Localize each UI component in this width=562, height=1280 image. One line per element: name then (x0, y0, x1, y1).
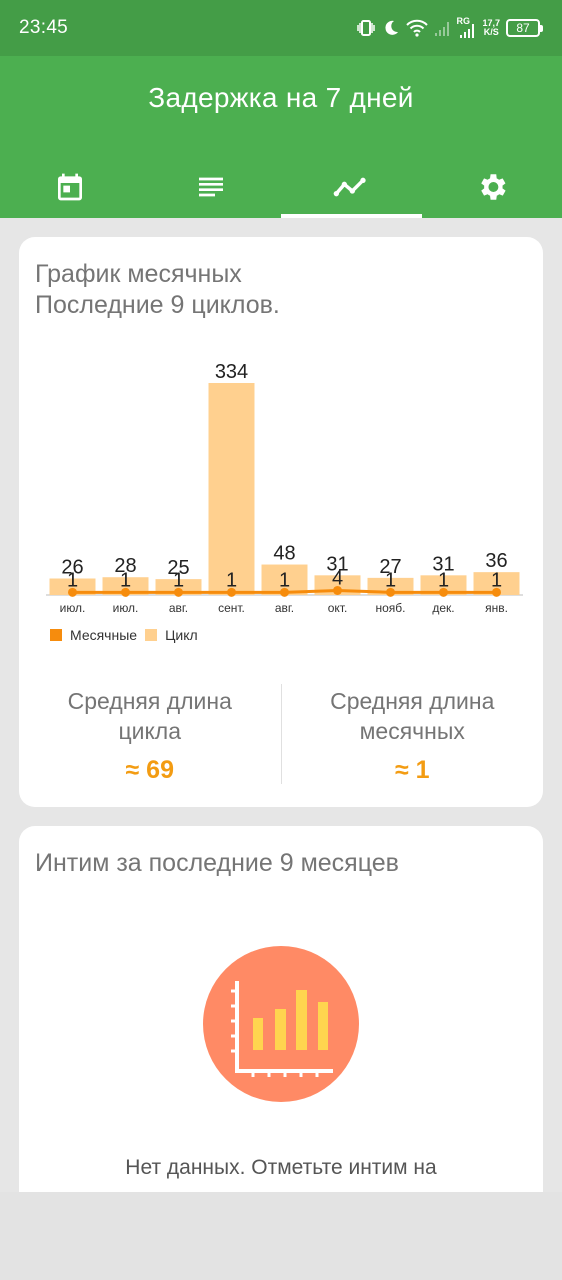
battery-icon: 87 (506, 19, 543, 37)
cycle-bar-label: 27 (379, 556, 401, 578)
cycle-bar-label: 334 (215, 361, 248, 383)
status-time: 23:45 (19, 17, 69, 38)
legend-swatch-period (50, 629, 62, 641)
signal-empty-icon (435, 22, 450, 36)
x-tick-label: окт. (328, 601, 348, 615)
empty-state-text: Нет данных. Отметьте интим на (125, 1156, 437, 1179)
period-point (121, 587, 130, 597)
legend-label-period: Месячные (70, 627, 138, 643)
chart-card-title: График месячных Последние 9 циклов. (35, 259, 280, 321)
cycle-bar-label: 26 (61, 556, 83, 578)
cycle-bar (420, 575, 467, 595)
stats-row: Средняя длина цикла ≈ 69 Средняя длина м… (19, 682, 543, 787)
bottom-panel (0, 1192, 562, 1280)
period-point-label: 1 (226, 569, 237, 591)
gear-icon (480, 174, 506, 200)
period-point-label: 1 (173, 569, 184, 591)
period-point (333, 585, 342, 595)
avg-period-label: Средняя длина месячных (330, 688, 495, 744)
avg-period-value: ≈ 1 (394, 756, 430, 784)
period-point-label: 1 (491, 569, 502, 591)
period-point-label: 4 (332, 567, 343, 589)
signal-rg-icon: RG (456, 16, 476, 40)
tab-settings[interactable] (422, 156, 562, 218)
app-bar: Задержка на 7 дней (0, 56, 562, 218)
tab-calendar[interactable] (0, 156, 141, 218)
x-tick-label: янв. (485, 601, 508, 615)
cycle-bar-label: 48 (273, 543, 295, 565)
period-point-label: 1 (385, 569, 396, 591)
moon-icon (385, 20, 399, 35)
cycle-bar (473, 572, 520, 595)
period-point (439, 587, 448, 597)
battery-level: 87 (516, 21, 530, 35)
chart-title-line2: Последние 9 циклов. (35, 291, 280, 319)
tab-chart[interactable] (281, 156, 422, 218)
tab-bar (0, 156, 562, 218)
period-point (386, 587, 395, 597)
cycle-bar (208, 383, 255, 595)
net-speed-value: 17,7 (482, 18, 500, 28)
x-tick-label: авг. (169, 601, 188, 615)
empty-chart-icon (203, 946, 359, 1102)
avg-cycle-value: ≈ 69 (125, 756, 174, 784)
period-point (174, 587, 183, 597)
period-chart-card: График месячных Последние 9 циклов. 26 28… (19, 237, 543, 807)
x-tick-label: дек. (432, 601, 454, 615)
period-point-label: 1 (120, 569, 131, 591)
vibrate-icon (357, 20, 376, 36)
x-tick-label: июл. (113, 601, 139, 615)
wifi-icon (406, 19, 429, 37)
x-tick-label: нояб. (375, 601, 405, 615)
stats-divider (280, 684, 282, 784)
net-speed: 17,7 K/S (482, 19, 500, 37)
cycle-bar (102, 577, 149, 595)
period-point-label: 1 (67, 569, 78, 591)
period-point-label: 1 (279, 569, 290, 591)
period-point (68, 587, 77, 597)
avg-cycle-label: Средняя длина цикла (67, 688, 232, 744)
x-tick-label: авг. (275, 601, 294, 615)
cycle-bar-label: 31 (432, 553, 454, 575)
x-tick-label: сент. (218, 601, 245, 615)
period-point (227, 587, 236, 597)
intimacy-card: Интим за последние 9 месяцев Нет данных.… (19, 826, 543, 1246)
chart-legend: Месячные Цикл (50, 627, 206, 643)
cycle-bar-label: 25 (167, 557, 189, 579)
legend-item-cycle: Цикл (145, 627, 198, 643)
cycle-bar-label: 28 (114, 555, 136, 577)
cycle-bar-label: 31 (326, 553, 348, 575)
avg-cycle-stat: Средняя длина цикла ≈ 69 (19, 682, 281, 787)
net-speed-unit: K/S (483, 27, 499, 37)
chart-title-line1: График месячных (35, 260, 242, 288)
chart-line-icon (333, 177, 366, 197)
calendar-icon (58, 173, 83, 201)
tab-list[interactable] (141, 156, 282, 218)
cycle-bar-label: 36 (485, 550, 507, 572)
legend-swatch-cycle (145, 629, 158, 641)
legend-label-cycle: Цикл (165, 627, 198, 643)
legend-item-period: Месячные (50, 627, 137, 643)
x-tick-label: июл. (60, 601, 86, 615)
avg-period-stat: Средняя длина месячных ≈ 1 (282, 682, 544, 787)
status-icons: RG 17,7 K/S 87 (356, 16, 543, 40)
period-point-label: 1 (438, 569, 449, 591)
period-point (280, 587, 289, 597)
network-label: RG (456, 16, 470, 26)
intimacy-card-title: Интим за последние 9 месяцев (35, 849, 399, 877)
list-icon (198, 177, 223, 197)
page-title: Задержка на 7 дней (148, 82, 414, 113)
period-point (492, 587, 501, 597)
status-bar: 23:45 RG 17,7 K/S 87 (0, 0, 562, 56)
